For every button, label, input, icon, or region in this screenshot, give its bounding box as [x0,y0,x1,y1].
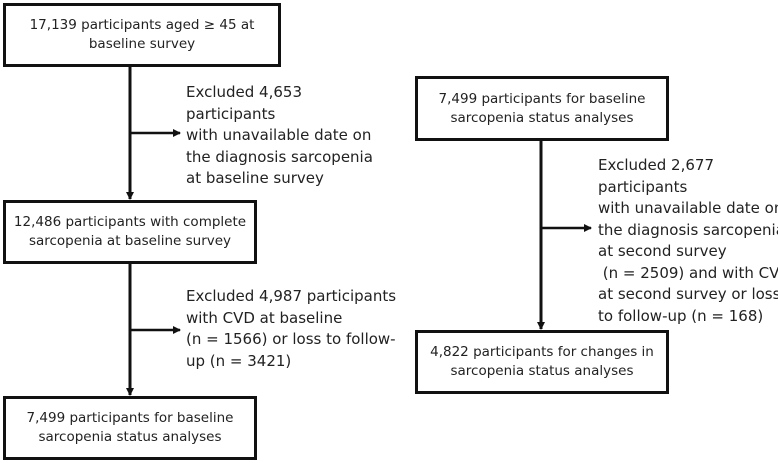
note-line: at baseline survey [186,169,324,187]
box-line: 4,822 participants for changes in [430,344,654,360]
box-line: 7,499 participants for baseline [438,90,646,107]
note-line: up (n = 3421) [186,351,292,370]
note-line: Excluded 4,987 participants [186,287,397,305]
note-line: with unavailable date on [186,126,372,144]
box-complete-sarcopenia: 12,486 participants with complete sarcop… [3,200,257,264]
note-line: the diagnosis sarcopenia [598,220,778,239]
note-line: participants [598,177,688,196]
box-line: sarcopenia status analyses [38,429,222,445]
exclusion-note-1: Excluded 4,653 participants with unavail… [186,82,373,190]
box-line: 17,139 participants aged ≥ 45 at [29,17,255,33]
box-line: sarcopenia at baseline survey [28,233,232,249]
note-line: at second survey [598,242,727,260]
box-line: sarcopenia status analyses [450,109,634,126]
box-line: sarcopenia status analyses [450,363,634,379]
box-right-baseline-status: 7,499 participants for baseline sarcopen… [415,76,669,141]
note-line: (n = 2509) and with CVD [598,263,778,282]
exclusion-note-right: Excluded 2,677 participants with unavail… [598,155,778,327]
exclusion-note-2: Excluded 4,987 participants with CVD at … [186,286,396,372]
note-line: with unavailable date on [598,199,778,217]
note-line: at second survey or loss [598,285,778,303]
note-line: (n = 1566) or loss to follow- [186,330,396,348]
box-line: 12,486 participants with complete [13,214,247,230]
note-line: with CVD at baseline [186,308,343,327]
note-line: Excluded 2,677 [598,156,714,174]
box-line: 7,499 participants for baseline [26,410,234,426]
note-line: the diagnosis sarcopenia [186,147,373,166]
box-baseline-status-analyses: 7,499 participants for baseline sarcopen… [3,396,257,460]
box-baseline-participants: 17,139 participants aged ≥ 45 at baselin… [3,3,281,67]
box-changes-status-analyses: 4,822 participants for changes in sarcop… [415,330,669,394]
note-line: participants [186,104,276,123]
box-line: baseline survey [88,36,196,52]
note-line: to follow-up (n = 168) [598,306,764,325]
note-line: Excluded 4,653 [186,83,302,101]
